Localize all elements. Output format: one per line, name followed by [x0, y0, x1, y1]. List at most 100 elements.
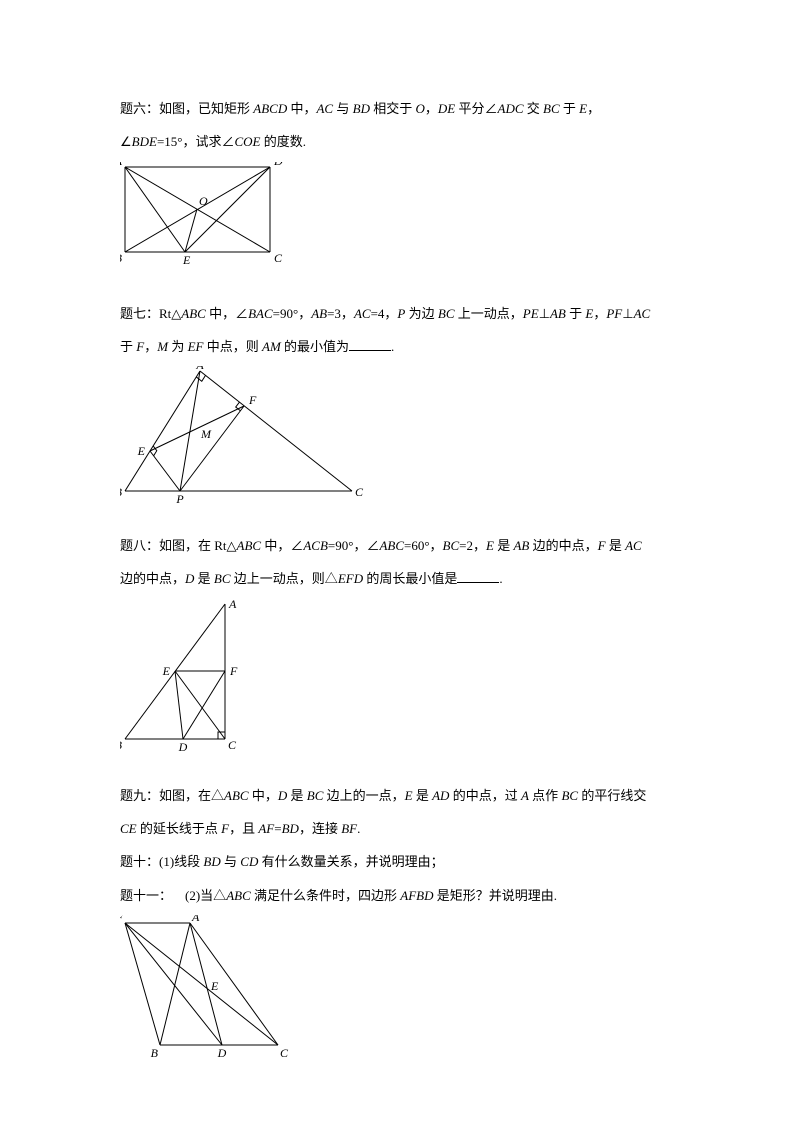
text: 是: [413, 788, 433, 803]
var: E: [405, 788, 413, 803]
var: DE: [438, 101, 455, 116]
text: 题十一：: [120, 888, 172, 903]
var: ABC: [226, 888, 251, 903]
var: AB: [311, 306, 327, 321]
text: =90°，∠: [328, 538, 380, 553]
svg-text:A: A: [195, 366, 204, 372]
text: 中，: [287, 101, 316, 116]
svg-text:B: B: [120, 485, 123, 499]
text: 是: [194, 571, 214, 586]
text: 题六：如图，已知矩形: [120, 101, 253, 116]
text: 为边: [405, 306, 438, 321]
text: =2，: [459, 538, 486, 553]
text: ，: [587, 101, 600, 116]
var: AC: [316, 101, 333, 116]
text: (2)当△: [185, 888, 226, 903]
svg-text:A: A: [120, 162, 123, 168]
text: 的延长线于点: [137, 821, 222, 836]
text: ∠: [120, 134, 132, 149]
text: 点作: [529, 788, 562, 803]
text: 为: [168, 339, 188, 354]
text: 中，: [249, 788, 278, 803]
text: 的最小值为: [281, 339, 349, 354]
svg-text:C: C: [355, 485, 364, 499]
q8-line2: 边的中点，D 是 BC 边上一动点，则△EFD 的周长最小值是.: [120, 565, 680, 592]
svg-text:E: E: [162, 664, 171, 678]
var: BC: [543, 101, 560, 116]
svg-text:O: O: [199, 194, 208, 208]
q9-line2: CE 的延长线于点 F，且 AF=BD，连接 BF.: [120, 815, 680, 842]
svg-text:C: C: [228, 738, 237, 752]
text: =4，: [371, 306, 398, 321]
var: EF: [188, 339, 204, 354]
text: ，: [593, 306, 606, 321]
var: AB: [513, 538, 529, 553]
q9-line1: 题九：如图，在△ABC 中，D 是 BC 边上的一点，E 是 AD 的中点，过 …: [120, 782, 680, 809]
var: ABC: [224, 788, 249, 803]
q6-figure: ADBCOE: [120, 162, 680, 272]
var: F: [598, 538, 606, 553]
var: BC: [214, 571, 231, 586]
var: D: [278, 788, 287, 803]
text: 边的中点，: [120, 571, 185, 586]
var: AD: [432, 788, 449, 803]
var: BD: [203, 854, 220, 869]
var: ACB: [303, 538, 328, 553]
q10-line: 题十：(1)线段 BD 与 CD 有什么数量关系，并说明理由；: [120, 848, 680, 875]
text: 中点，则: [203, 339, 262, 354]
q11-figure: FABDCE: [120, 915, 680, 1060]
text: .: [357, 821, 360, 836]
text: ⊥: [622, 306, 633, 321]
text: 与: [221, 854, 241, 869]
q6-line1: 题六：如图，已知矩形 ABCD 中，AC 与 BD 相交于 O，DE 平分∠AD…: [120, 95, 680, 122]
var: BDE: [132, 134, 157, 149]
var: BD: [282, 821, 299, 836]
var: ABC: [379, 538, 404, 553]
text: 与: [333, 101, 353, 116]
var: ABC: [237, 538, 262, 553]
var: F: [221, 821, 229, 836]
var: CD: [240, 854, 258, 869]
text: 是: [494, 538, 514, 553]
svg-text:C: C: [274, 251, 283, 265]
var: EFD: [338, 571, 363, 586]
var: BF: [341, 821, 357, 836]
q7-line1: 题七：Rt△ABC 中，∠BAC=90°，AB=3，AC=4，P 为边 BC 上…: [120, 300, 680, 327]
text: 中，∠: [261, 538, 303, 553]
blank: [349, 337, 391, 351]
text: 于: [120, 339, 136, 354]
text: ，: [425, 101, 438, 116]
var: BC: [438, 306, 455, 321]
var: AC: [634, 306, 651, 321]
q8-line1: 题八：如图，在 Rt△ABC 中，∠ACB=90°，∠ABC=60°，BC=2，…: [120, 532, 680, 559]
svg-text:E: E: [182, 253, 191, 267]
svg-text:E: E: [137, 444, 146, 458]
var: E: [486, 538, 494, 553]
var: ABC: [181, 306, 206, 321]
var: A: [521, 788, 529, 803]
var: D: [185, 571, 194, 586]
var: AM: [262, 339, 281, 354]
svg-text:B: B: [120, 738, 123, 752]
svg-text:D: D: [178, 740, 188, 754]
text: .: [391, 339, 394, 354]
text: 有什么数量关系，并说明理由；: [258, 854, 443, 869]
svg-text:A: A: [191, 915, 200, 924]
var: ADC: [498, 101, 524, 116]
text: =90°，: [273, 306, 312, 321]
svg-text:P: P: [175, 492, 184, 504]
q11-line: 题十一： (2)当△ABC 满足什么条件时，四边形 AFBD 是矩形？并说明理由…: [120, 882, 680, 909]
var: AFBD: [400, 888, 433, 903]
q6-line2: ∠BDE=15°，试求∠COE 的度数.: [120, 128, 680, 155]
text: 相交于: [370, 101, 416, 116]
text: 的平行线交: [578, 788, 646, 803]
text: 题十：(1)线段: [120, 854, 203, 869]
text: 于: [566, 306, 586, 321]
text: ，连接: [299, 821, 341, 836]
var: AC: [354, 306, 371, 321]
text: =15°，试求∠: [157, 134, 235, 149]
text: 于: [560, 101, 580, 116]
var: BC: [443, 538, 460, 553]
text: 平分∠: [455, 101, 497, 116]
var: CE: [120, 821, 137, 836]
